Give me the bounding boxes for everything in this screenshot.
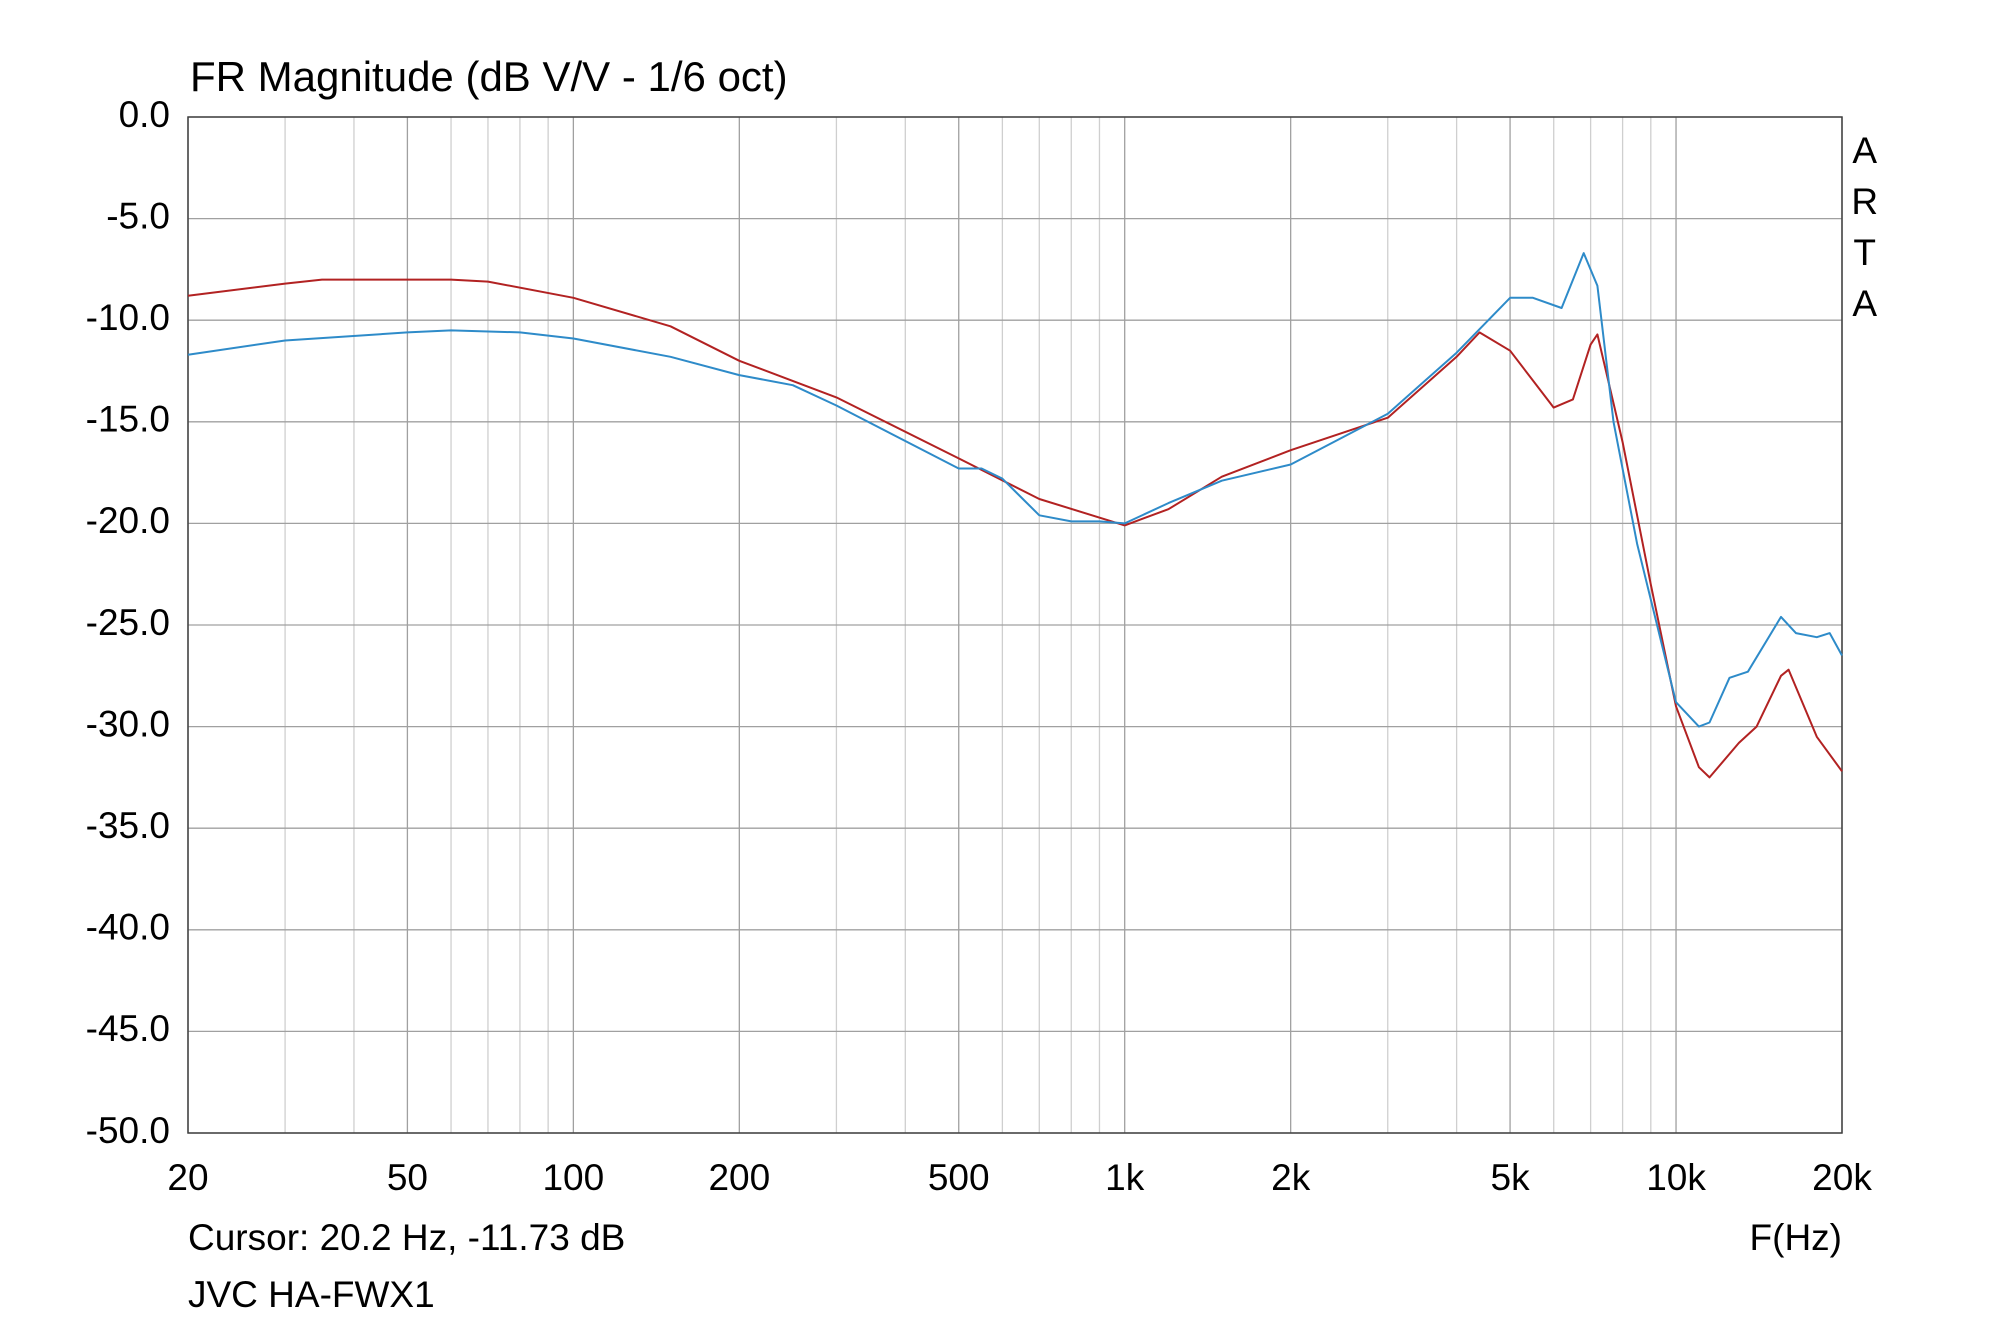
y-tick-label: 0.0 — [119, 94, 170, 135]
y-tick-label: -25.0 — [86, 602, 170, 643]
y-tick-label: -30.0 — [86, 703, 170, 744]
plot-frame — [187, 116, 1843, 1134]
caption: JVC HA-FWX1 — [188, 1274, 435, 1315]
series-line — [187, 252, 1843, 728]
x-tick-label: 200 — [708, 1157, 770, 1198]
series-line — [187, 278, 1843, 779]
y-tick-label: -45.0 — [86, 1008, 170, 1049]
x-tick-label: 1k — [1105, 1157, 1145, 1198]
x-axis-label: F(Hz) — [1750, 1217, 1842, 1258]
x-tick-label: 20k — [1812, 1157, 1872, 1198]
y-tick-label: -35.0 — [86, 805, 170, 846]
x-tick-label: 2k — [1271, 1157, 1311, 1198]
y-tick-label: -10.0 — [86, 297, 170, 338]
y-tick-label: -40.0 — [86, 907, 170, 948]
x-tick-label: 20 — [167, 1157, 208, 1198]
y-tick-label: -50.0 — [86, 1110, 170, 1151]
logo: ARTA — [1844, 130, 1885, 334]
cursor-readout: Cursor: 20.2 Hz, -11.73 dB — [188, 1217, 625, 1258]
y-tick-label: -20.0 — [86, 500, 170, 541]
y-tick-label: -5.0 — [106, 195, 170, 236]
y-tick-label: -15.0 — [86, 399, 170, 440]
x-tick-label: 5k — [1491, 1157, 1531, 1198]
x-tick-label: 10k — [1646, 1157, 1706, 1198]
x-tick-label: 100 — [542, 1157, 604, 1198]
x-tick-label: 50 — [387, 1157, 428, 1198]
x-tick-label: 500 — [928, 1157, 990, 1198]
chart-title: FR Magnitude (dB V/V - 1/6 oct) — [190, 53, 788, 100]
